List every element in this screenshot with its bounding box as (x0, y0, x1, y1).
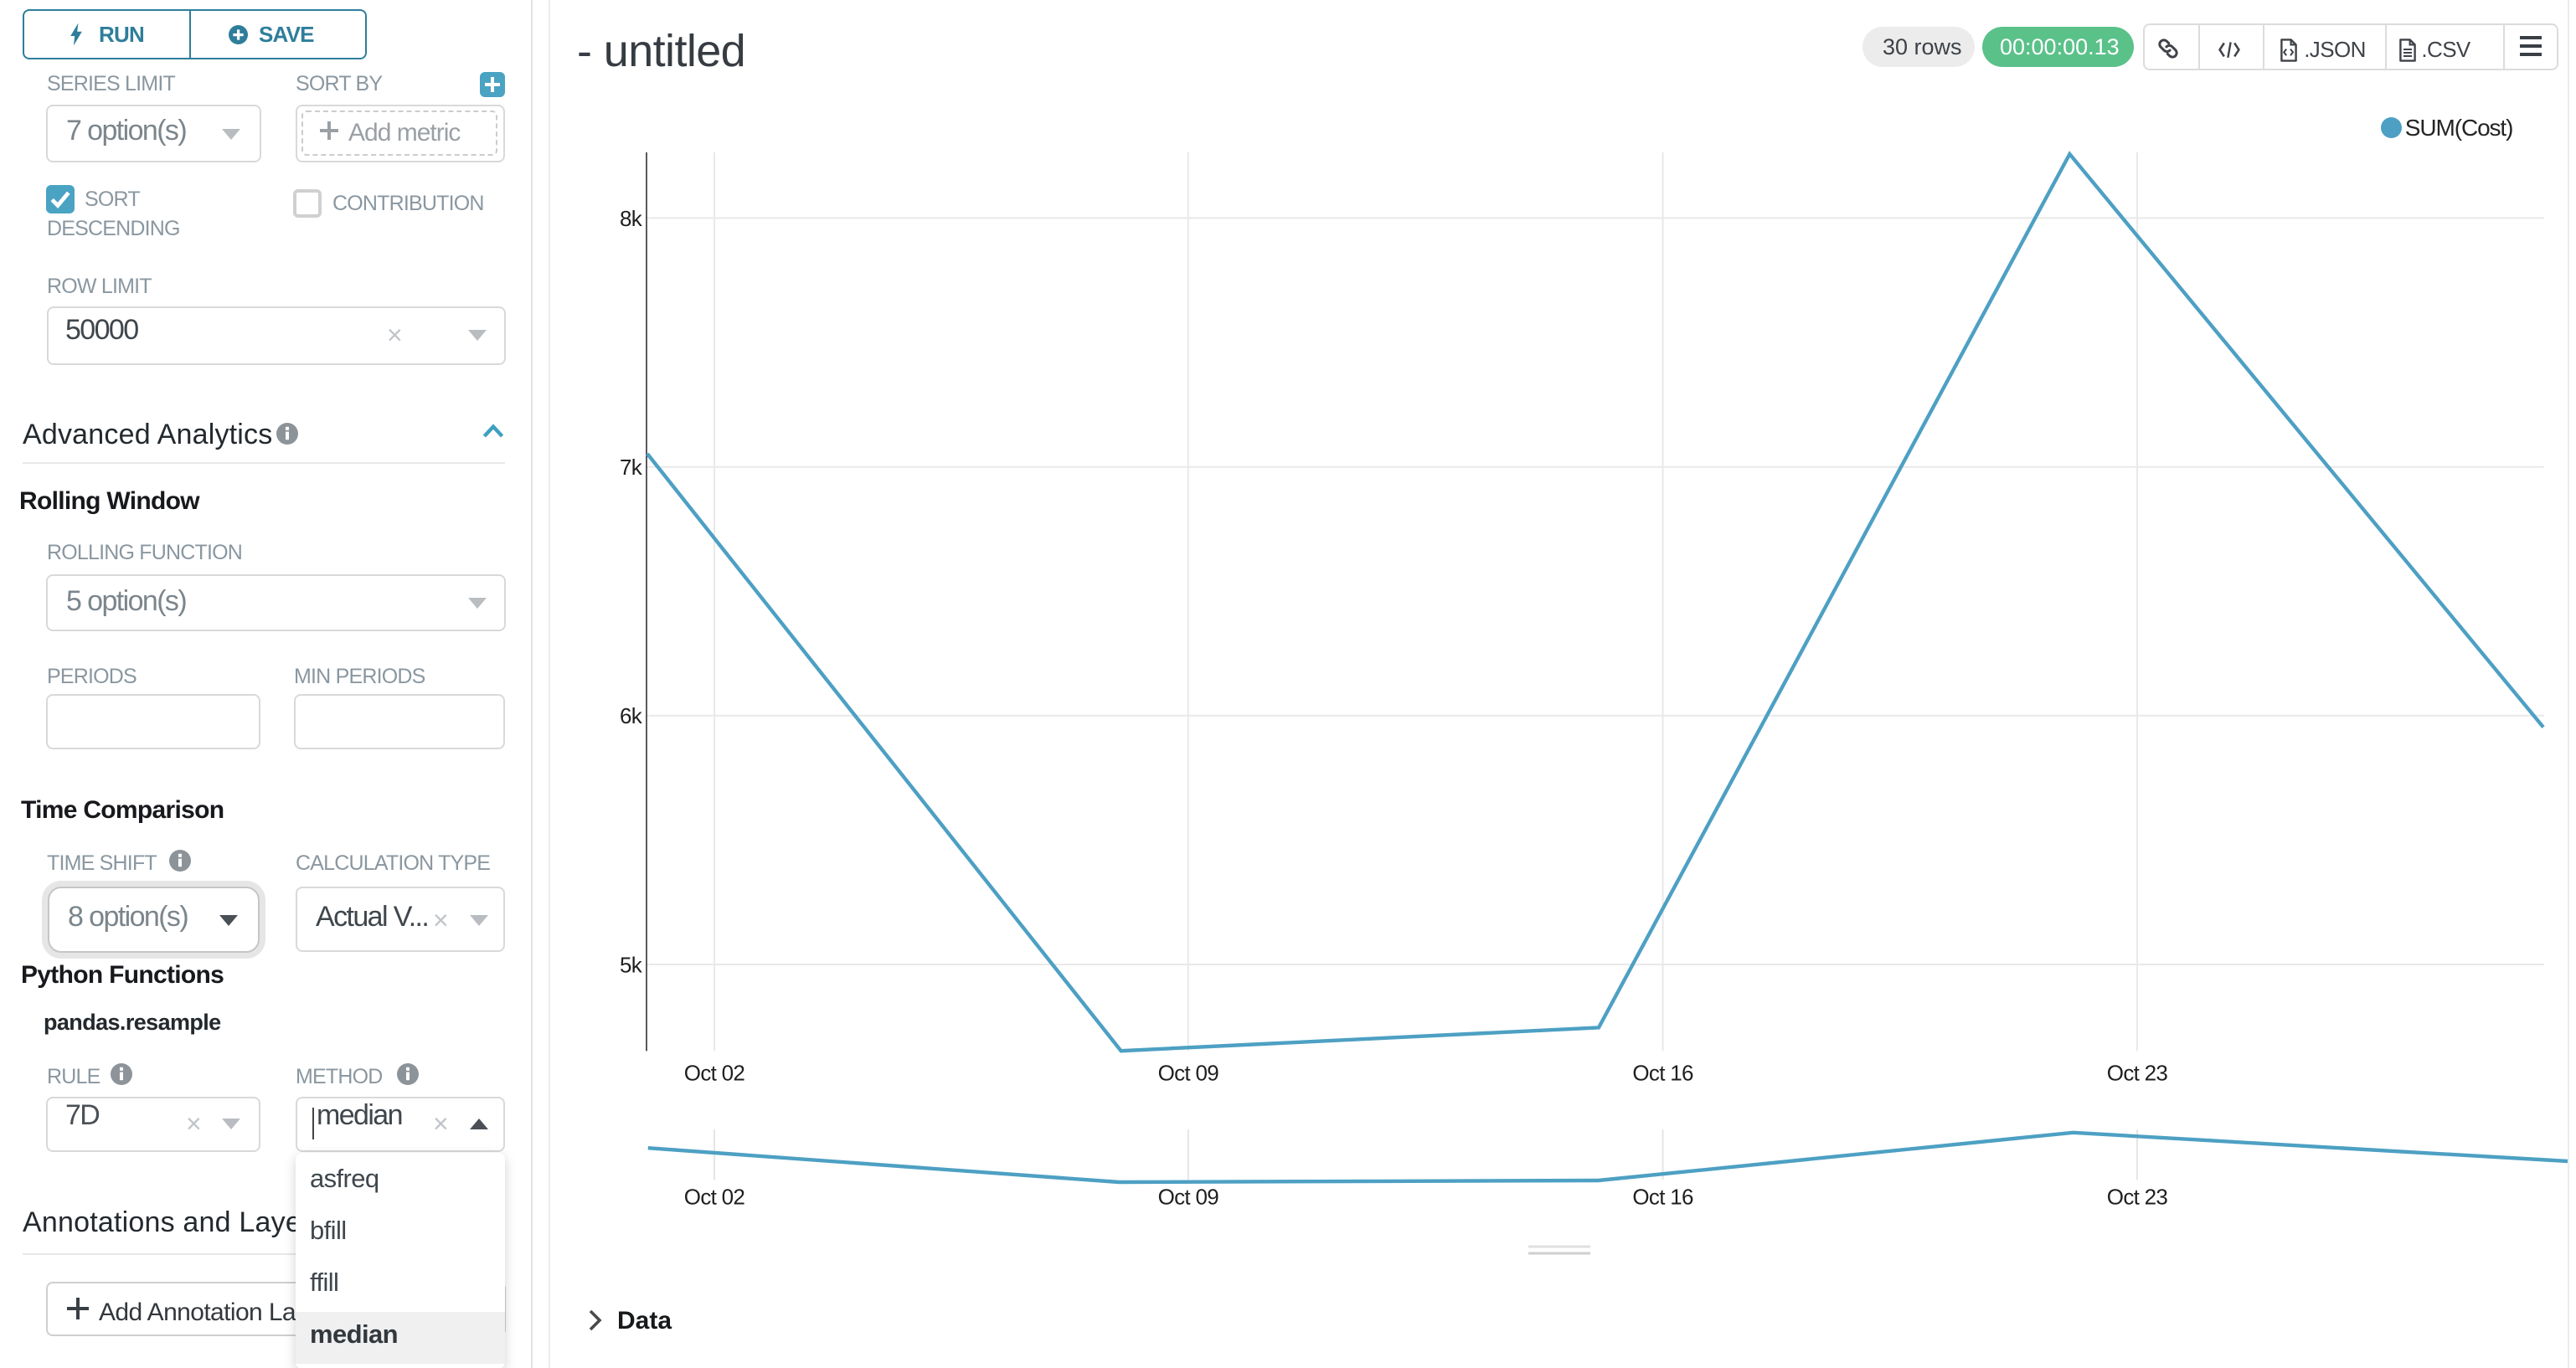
svg-text:8k: 8k (620, 206, 643, 231)
svg-text:Oct 23: Oct 23 (2107, 1185, 2168, 1210)
svg-text:Oct 09: Oct 09 (1158, 1061, 1219, 1086)
svg-text:7k: 7k (620, 455, 643, 480)
svg-text:6k: 6k (620, 703, 643, 728)
svg-text:Oct 23: Oct 23 (2107, 1061, 2168, 1086)
svg-text:Oct 02: Oct 02 (684, 1061, 745, 1086)
svg-text:Oct 16: Oct 16 (1632, 1061, 1693, 1086)
svg-text:Oct 02: Oct 02 (684, 1185, 745, 1210)
svg-text:Oct 16: Oct 16 (1632, 1185, 1693, 1210)
svg-text:Oct 09: Oct 09 (1158, 1185, 1219, 1210)
svg-text:5k: 5k (620, 952, 643, 977)
